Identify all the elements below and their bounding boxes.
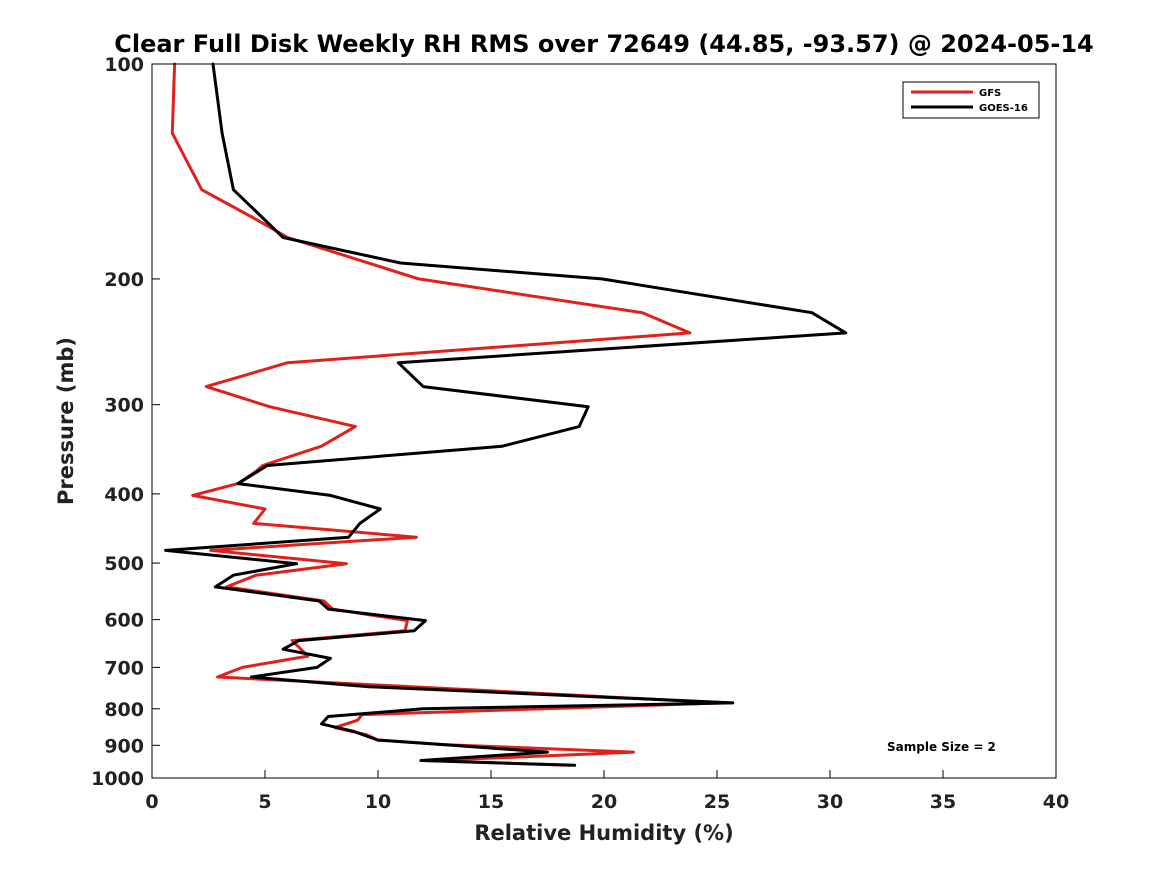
x-tick-label: 20 (591, 791, 617, 813)
y-tick-label: 400 (104, 484, 144, 506)
y-tick-label: 200 (104, 269, 144, 291)
x-tick-label: 0 (145, 791, 158, 813)
series-line-gfs (170, 62, 726, 767)
y-tick-label: 100 (104, 54, 144, 76)
x-axis: 0 5 10 15 20 25 30 35 40 (145, 770, 1069, 813)
chart-title: Clear Full Disk Weekly RH RMS over 72649… (114, 30, 1094, 58)
y-tick-label: 600 (104, 610, 144, 632)
x-tick-label: 25 (704, 791, 730, 813)
x-tick-label: 35 (930, 791, 956, 813)
y-tick-label: 300 (104, 395, 144, 417)
x-tick-label: 10 (365, 791, 391, 813)
x-tick-label: 40 (1043, 791, 1069, 813)
x-tick-label: 15 (478, 791, 504, 813)
series-line-goes-16 (164, 62, 848, 767)
legend: GFS GOES-16 (902, 81, 1040, 119)
y-tick-label: 900 (104, 735, 144, 757)
sample-size-annotation: Sample Size = 2 (887, 740, 996, 754)
plot-frame (151, 63, 1057, 779)
y-axis: 100 200 300 400 500 600 700 800 900 1000 (91, 54, 160, 790)
legend-box (902, 81, 1040, 119)
y-tick-label: 700 (104, 657, 144, 679)
y-tick-label: 500 (104, 553, 144, 575)
x-tick-label: 5 (258, 791, 271, 813)
legend-label-gfs: GFS (979, 88, 1001, 99)
series-lines (164, 62, 848, 767)
y-axis-label: Pressure (mb) (54, 337, 78, 505)
x-tick-label: 30 (817, 791, 843, 813)
y-tick-label: 1000 (91, 768, 144, 790)
x-axis-label: Relative Humidity (%) (474, 821, 733, 845)
legend-label-goes-16: GOES-16 (979, 103, 1028, 114)
y-tick-label: 800 (104, 699, 144, 721)
